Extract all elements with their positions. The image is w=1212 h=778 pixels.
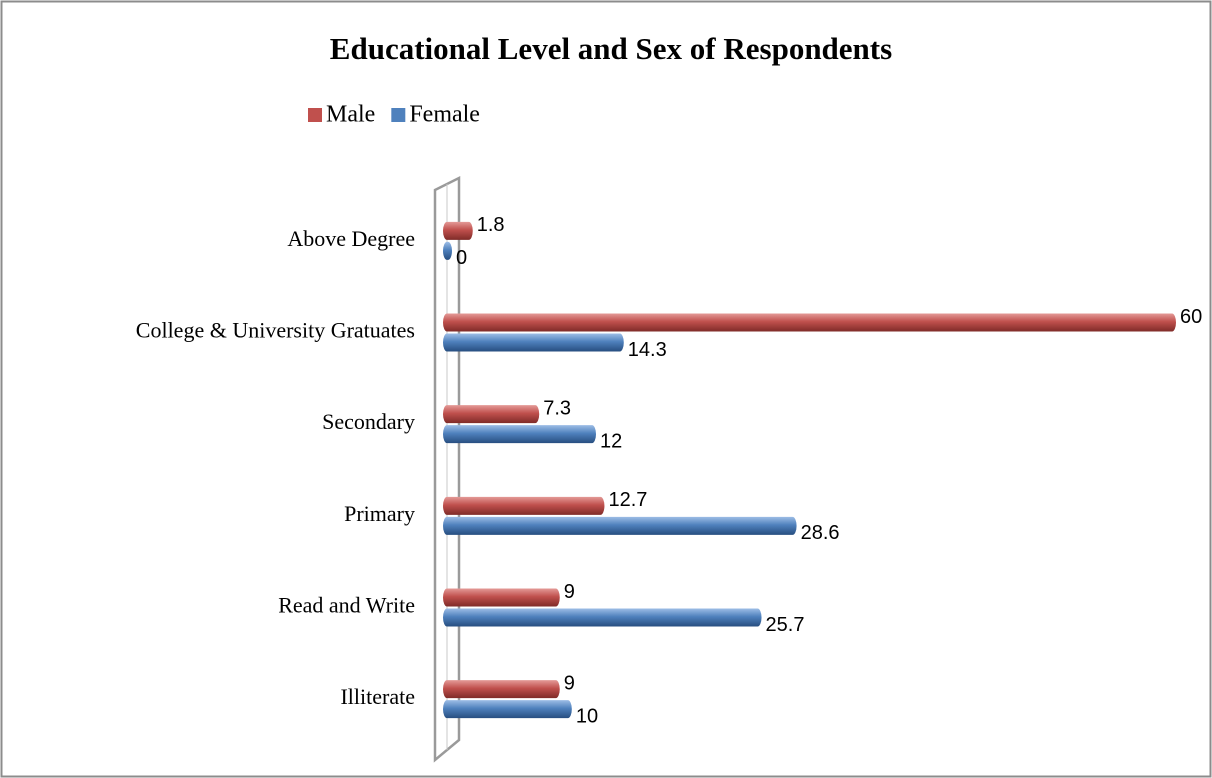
legend-label: Male (326, 102, 375, 128)
bar (443, 313, 1176, 332)
data-label: 14.3 (628, 339, 667, 361)
y-tick-label: Secondary (322, 409, 415, 434)
data-label: 28.6 (801, 522, 840, 544)
bar (443, 588, 560, 607)
y-tick-label: College & University Gratuates (136, 318, 415, 343)
bar (443, 608, 762, 627)
data-label: 9 (564, 581, 575, 603)
data-label: 12.7 (608, 489, 647, 511)
bar (443, 680, 560, 699)
legend-swatch (391, 108, 406, 122)
y-tick-label: Read and Write (278, 593, 415, 618)
legend-swatch (308, 108, 322, 122)
data-label: 10 (576, 705, 598, 727)
bar (443, 516, 797, 535)
data-label: 25.7 (766, 614, 805, 636)
data-label: 9 (564, 672, 575, 694)
bar (443, 241, 452, 260)
bar (443, 221, 473, 240)
data-label: 7.3 (543, 397, 571, 419)
data-label: 0 (456, 247, 467, 269)
data-label: 12 (600, 430, 622, 452)
y-tick-label: Above Degree (287, 226, 415, 251)
chart-title: Educational Level and Sex of Respondents (330, 31, 892, 66)
data-label: 60 (1180, 306, 1202, 328)
data-label: 1.8 (477, 214, 505, 236)
bar (443, 496, 605, 515)
bar (443, 333, 624, 352)
bar (443, 425, 596, 444)
legend-label: Female (409, 102, 480, 128)
y-tick-label: Primary (344, 501, 415, 526)
y-tick-label: Illiterate (340, 684, 415, 709)
bar (443, 700, 572, 719)
bar (443, 405, 540, 424)
